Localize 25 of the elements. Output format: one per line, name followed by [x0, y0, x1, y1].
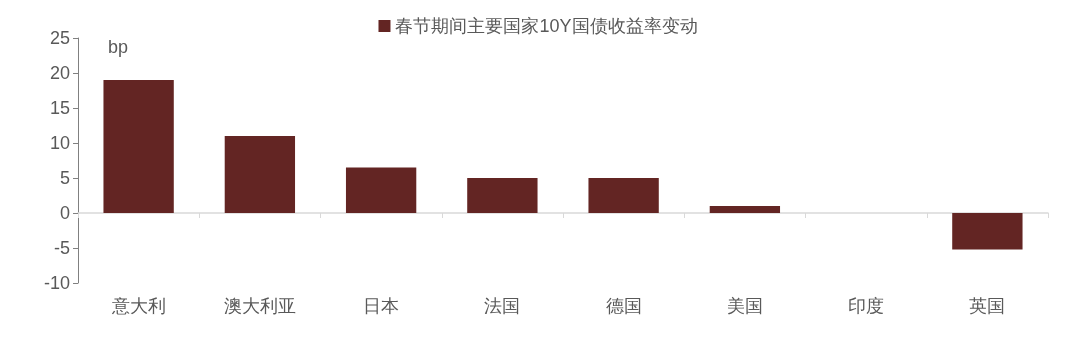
bar [588, 178, 659, 213]
y-tick-label: -10 [43, 273, 70, 293]
x-tick-label: 意大利 [110, 296, 166, 316]
y-tick-label: 5 [59, 168, 70, 188]
x-tick-label: 印度 [848, 296, 885, 316]
y-tick-label: 0 [59, 203, 70, 223]
bar [467, 178, 538, 213]
y-tick-label: 10 [49, 133, 70, 153]
x-tick-label: 法国 [484, 296, 521, 316]
x-tick-label: 日本 [363, 296, 400, 316]
x-tick-label: 德国 [605, 296, 642, 316]
bar [103, 80, 174, 213]
x-tick-label: 澳大利亚 [223, 296, 296, 316]
x-tick-label: 美国 [726, 296, 763, 316]
legend-label: 春节期间主要国家10Y国债收益率变动 [395, 16, 698, 36]
y-tick-label: 15 [49, 98, 70, 118]
y-tick-label: -5 [53, 238, 70, 258]
y-axis-title: bp [108, 37, 129, 57]
y-tick-label: 25 [49, 28, 70, 48]
y-tick-label: 20 [49, 63, 70, 83]
bar [952, 213, 1023, 250]
x-tick-label: 英国 [969, 296, 1006, 316]
bar [709, 206, 781, 213]
bar [345, 167, 417, 213]
bar [224, 136, 296, 213]
